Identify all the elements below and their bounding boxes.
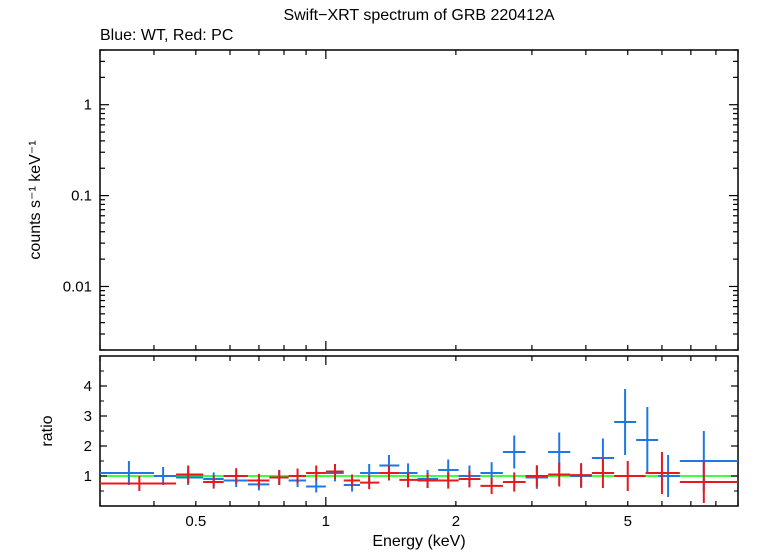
svg-text:3: 3 bbox=[84, 408, 92, 425]
svg-text:1: 1 bbox=[84, 97, 92, 114]
spectrum-chart: Swift−XRT spectrum of GRB 220412A Blue: W… bbox=[0, 0, 758, 556]
svg-text:Blue: WT, Red: PC: Blue: WT, Red: PC bbox=[100, 27, 233, 44]
svg-text:2: 2 bbox=[84, 438, 92, 455]
svg-text:2: 2 bbox=[452, 513, 460, 530]
svg-text:0.5: 0.5 bbox=[185, 513, 206, 530]
svg-text:1: 1 bbox=[84, 468, 92, 485]
chart-container: Swift−XRT spectrum of GRB 220412A Blue: W… bbox=[0, 0, 758, 556]
bottom-panel: 1 2 3 4 0.5 1 2 5 ratio Energy (keV) bbox=[39, 356, 738, 550]
svg-text:Swift−XRT spectrum of GRB 2204: Swift−XRT spectrum of GRB 220412A bbox=[283, 7, 554, 24]
svg-text:0.1: 0.1 bbox=[71, 188, 92, 205]
svg-text:counts s⁻¹ keV⁻¹: counts s⁻¹ keV⁻¹ bbox=[27, 140, 44, 259]
svg-text:0.01: 0.01 bbox=[63, 278, 92, 295]
svg-text:5: 5 bbox=[624, 513, 632, 530]
svg-text:1: 1 bbox=[322, 513, 330, 530]
svg-text:Energy (keV): Energy (keV) bbox=[372, 533, 465, 550]
svg-text:4: 4 bbox=[84, 378, 92, 395]
top-panel: 0.01 0.1 1 counts s⁻¹ keV⁻¹ bbox=[27, 50, 738, 405]
svg-text:ratio: ratio bbox=[39, 415, 56, 446]
